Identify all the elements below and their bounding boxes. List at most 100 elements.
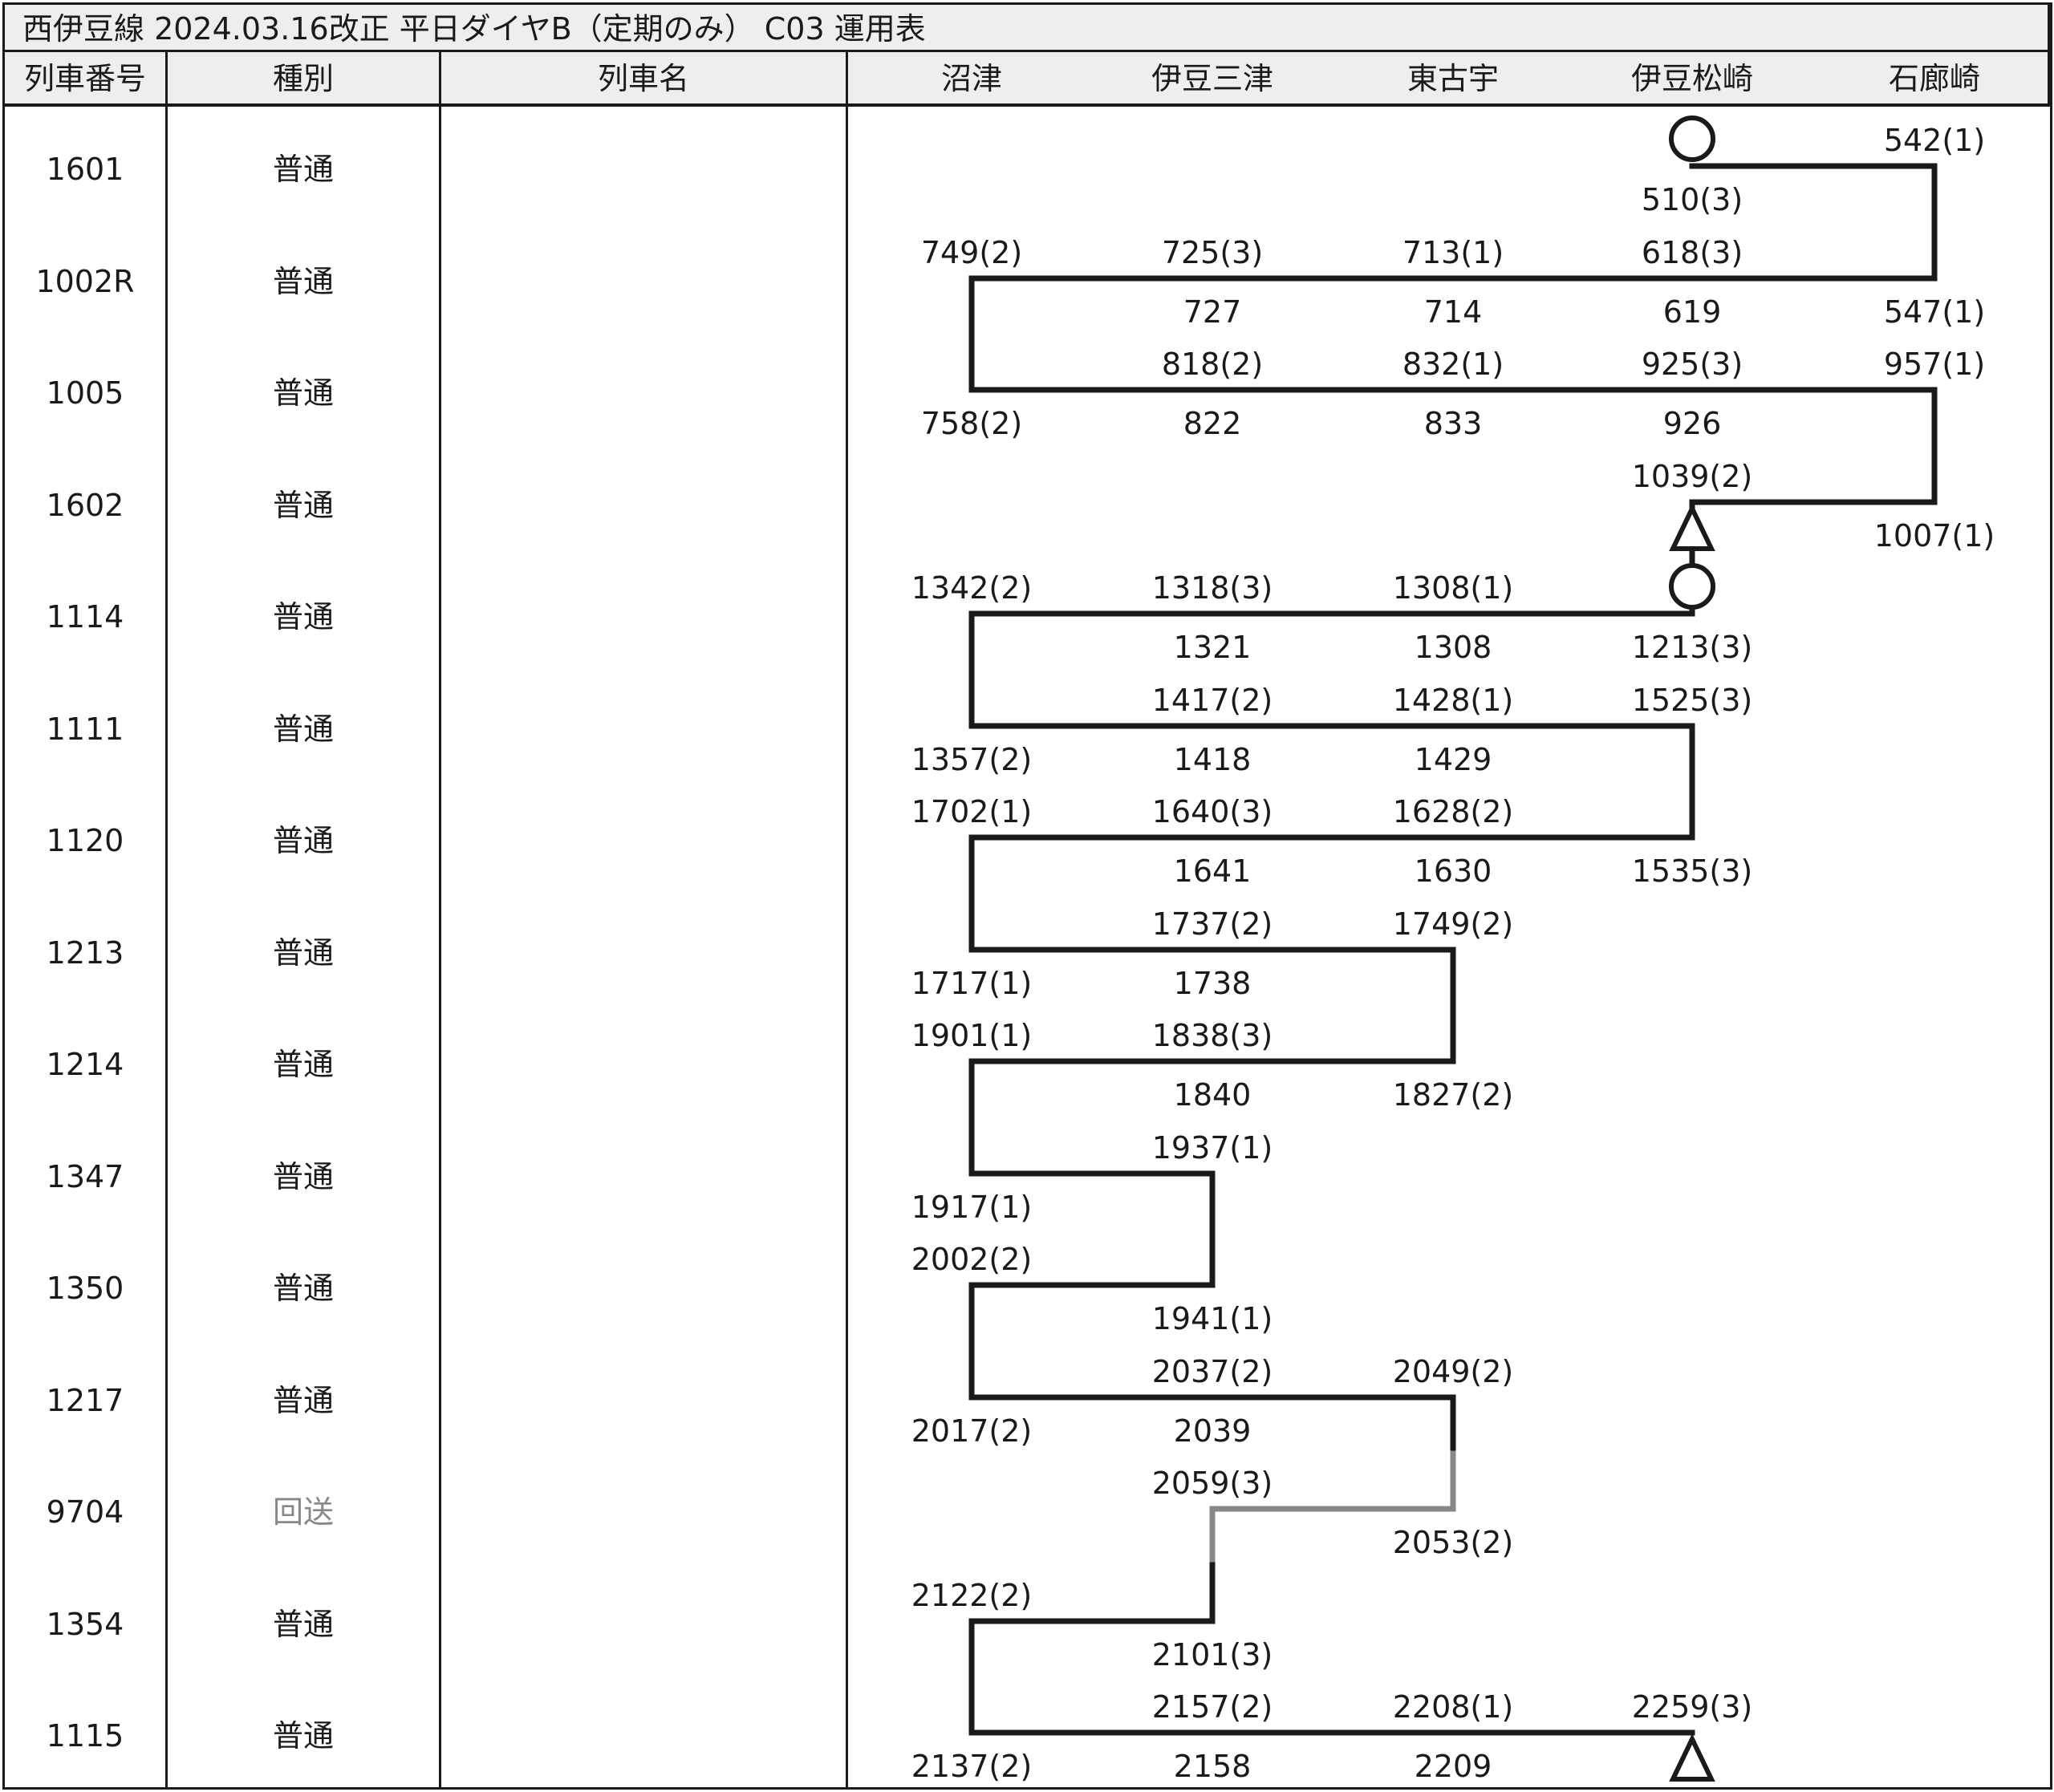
column-divider: [846, 52, 848, 1790]
time-label: 1840: [1174, 1077, 1252, 1113]
sheet-title: 西伊豆線 2024.03.16改正 平日ダイヤB（定期のみ） C03 運用表: [22, 11, 926, 47]
start-marker-circle: [1669, 563, 1715, 610]
time-label: 1007(1): [1874, 518, 1995, 553]
train-number: 9704: [46, 1494, 124, 1530]
header-station-izumatsuzaki: 伊豆松崎: [1630, 61, 1753, 96]
train-number: 1354: [46, 1607, 124, 1642]
column-divider: [165, 52, 168, 1790]
table-border: [2050, 2, 2052, 1790]
time-label: 2158: [1174, 1749, 1252, 1784]
time-label: 957(1): [1884, 347, 1985, 382]
train-kind: 普通: [272, 488, 334, 523]
time-label: 1640(3): [1152, 794, 1273, 829]
time-label: 2002(2): [911, 1242, 1033, 1277]
train-number: 1114: [46, 599, 124, 634]
column-divider: [439, 52, 441, 1790]
time-label: 1917(1): [911, 1190, 1033, 1225]
time-label: 618(3): [1642, 235, 1743, 270]
time-label: 1308: [1415, 630, 1492, 665]
train-number: 1115: [46, 1718, 124, 1753]
time-label: 1630: [1415, 853, 1492, 889]
time-label: 510(3): [1642, 182, 1743, 217]
end-marker-triangle: [1669, 503, 1715, 551]
header-station-irozaki: 石廊崎: [1888, 61, 1980, 96]
time-label: 2059(3): [1152, 1466, 1273, 1501]
time-label: 926: [1663, 406, 1722, 441]
time-label: 2053(2): [1393, 1525, 1514, 1560]
train-number: 1602: [46, 488, 124, 523]
time-label: 1628(2): [1393, 794, 1514, 829]
time-label: 2122(2): [911, 1578, 1033, 1613]
header-train-name: 列車名: [597, 61, 689, 96]
time-label: 1901(1): [911, 1018, 1033, 1053]
time-label: 2208(1): [1393, 1689, 1514, 1725]
header-station-higashikou: 東古宇: [1407, 61, 1499, 96]
train-number: 1120: [46, 823, 124, 858]
time-label: 1641: [1174, 853, 1252, 889]
header-kind: 種別: [272, 61, 334, 96]
time-label: 2137(2): [911, 1749, 1033, 1784]
time-label: 925(3): [1642, 347, 1743, 382]
time-label: 1525(3): [1632, 683, 1753, 718]
time-label: 1838(3): [1152, 1018, 1273, 1053]
train-number: 1601: [46, 152, 124, 187]
time-label: 1318(3): [1152, 570, 1273, 606]
time-label: 1342(2): [911, 570, 1033, 606]
table-border: [2, 2, 5, 1790]
train-kind: 普通: [272, 264, 334, 299]
header-station-numazu: 沼津: [940, 61, 1002, 96]
time-label: 1039(2): [1632, 459, 1753, 494]
title-bar: 西伊豆線 2024.03.16改正 平日ダイヤB（定期のみ） C03 運用表: [2, 2, 2050, 52]
time-label: 1738: [1174, 966, 1252, 1001]
time-label: 2049(2): [1393, 1354, 1514, 1389]
time-label: 1429: [1415, 742, 1492, 777]
end-marker-triangle: [1669, 1733, 1715, 1782]
train-number: 1005: [46, 375, 124, 411]
train-number: 1217: [46, 1383, 124, 1418]
time-label: 818(2): [1162, 347, 1263, 382]
time-label: 2101(3): [1152, 1637, 1273, 1672]
time-label: 619: [1663, 294, 1722, 330]
train-kind: 普通: [272, 1607, 334, 1642]
train-kind: 普通: [272, 1047, 334, 1082]
train-kind: 普通: [272, 152, 334, 187]
time-label: 2259(3): [1632, 1689, 1753, 1725]
time-label: 2017(2): [911, 1413, 1033, 1449]
time-label: 2039: [1174, 1413, 1252, 1449]
time-label: 1937(1): [1152, 1130, 1273, 1166]
time-label: 833: [1424, 406, 1483, 441]
train-kind: 普通: [272, 823, 334, 858]
time-label: 1213(3): [1632, 630, 1753, 665]
time-label: 2209: [1415, 1749, 1492, 1784]
train-number: 1214: [46, 1047, 124, 1082]
train-kind: 回送: [272, 1494, 334, 1530]
train-kind: 普通: [272, 1718, 334, 1753]
time-label: 1357(2): [911, 742, 1033, 777]
time-label: 1702(1): [911, 794, 1033, 829]
time-label: 1321: [1174, 630, 1252, 665]
time-label: 714: [1424, 294, 1483, 330]
time-label: 713(1): [1402, 235, 1504, 270]
time-label: 2157(2): [1152, 1689, 1273, 1725]
train-number: 1002R: [35, 264, 135, 299]
time-label: 547(1): [1884, 294, 1985, 330]
train-number: 1350: [46, 1271, 124, 1306]
time-label: 1941(1): [1152, 1301, 1273, 1336]
start-marker-circle: [1669, 116, 1715, 162]
time-label: 749(2): [921, 235, 1022, 270]
train-kind: 普通: [272, 599, 334, 634]
train-number: 1213: [46, 935, 124, 971]
time-label: 542(1): [1884, 123, 1985, 158]
time-label: 1428(1): [1393, 683, 1514, 718]
time-label: 1417(2): [1152, 683, 1273, 718]
train-kind: 普通: [272, 1271, 334, 1306]
time-label: 832(1): [1402, 347, 1504, 382]
time-label: 1737(2): [1152, 906, 1273, 942]
train-kind: 普通: [272, 1159, 334, 1194]
train-kind: 普通: [272, 1383, 334, 1418]
time-label: 1535(3): [1632, 853, 1753, 889]
header-station-izumito: 伊豆三津: [1151, 61, 1273, 96]
train-kind: 普通: [272, 712, 334, 747]
